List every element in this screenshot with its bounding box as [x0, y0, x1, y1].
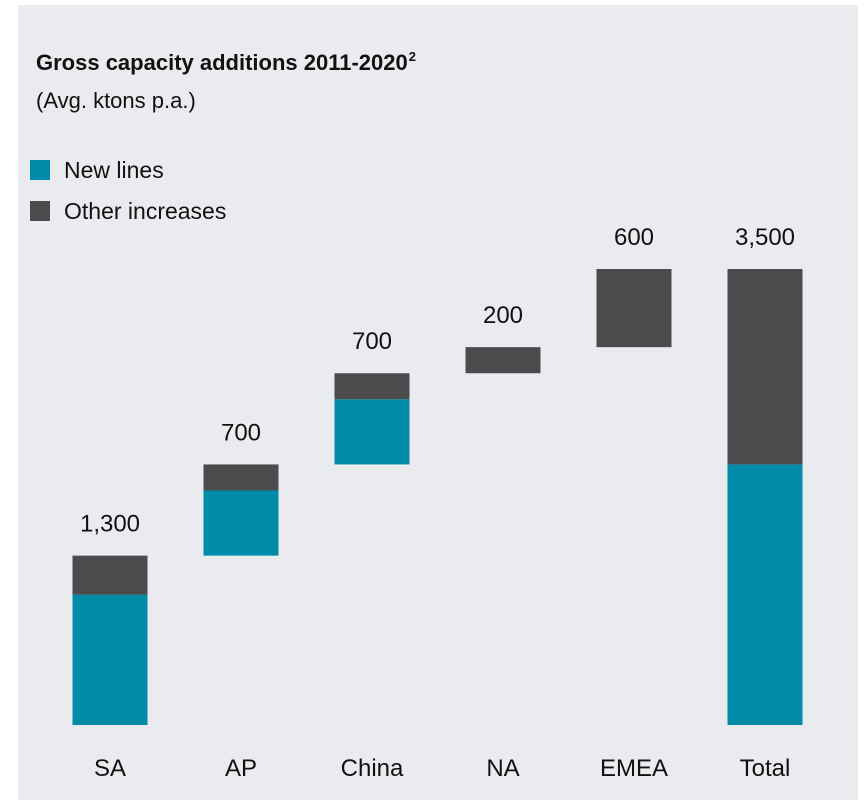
chart-subtitle: (Avg. ktons p.a.) [36, 88, 196, 113]
category-label-na: NA [486, 755, 519, 782]
bar-segment-na-other-increases [465, 347, 541, 374]
legend-item-new-lines: New lines [30, 156, 164, 184]
bar-segment-total-other-increases [727, 269, 803, 465]
bar-segment-emea-other-increases [596, 269, 672, 348]
value-label-sa: 1,300 [80, 511, 140, 538]
value-label-ap: 700 [221, 419, 261, 446]
legend-label-new-lines: New lines [64, 156, 164, 183]
bar-segment-china-new-lines [334, 399, 410, 465]
bar-segment-sa-other-increases [72, 555, 148, 595]
chart-title-text: Gross capacity additions 2011-2020 [36, 50, 408, 75]
bar-segment-sa-new-lines [72, 594, 148, 725]
bar-segment-ap-new-lines [203, 490, 279, 556]
value-label-total: 3,500 [735, 224, 795, 251]
category-label-total: Total [740, 755, 791, 782]
category-label-emea: EMEA [600, 755, 668, 782]
bar-segment-total-new-lines [727, 464, 803, 725]
category-label-china: China [341, 755, 404, 782]
bar-segment-china-other-increases [334, 373, 410, 400]
value-label-emea: 600 [614, 224, 654, 251]
chart-panel [18, 5, 858, 800]
value-label-na: 200 [483, 302, 523, 329]
legend-item-other-increases: Other increases [30, 197, 226, 225]
chart-title: Gross capacity additions 2011-20202 [36, 49, 416, 76]
legend-swatch-other-increases [30, 201, 50, 221]
title-footnote-marker: 2 [408, 49, 416, 64]
legend-label-other-increases: Other increases [64, 197, 227, 224]
category-label-sa: SA [94, 755, 126, 782]
legend-swatch-new-lines [30, 160, 50, 180]
value-label-china: 700 [352, 328, 392, 355]
category-label-ap: AP [225, 755, 257, 782]
bar-segment-ap-other-increases [203, 464, 279, 491]
